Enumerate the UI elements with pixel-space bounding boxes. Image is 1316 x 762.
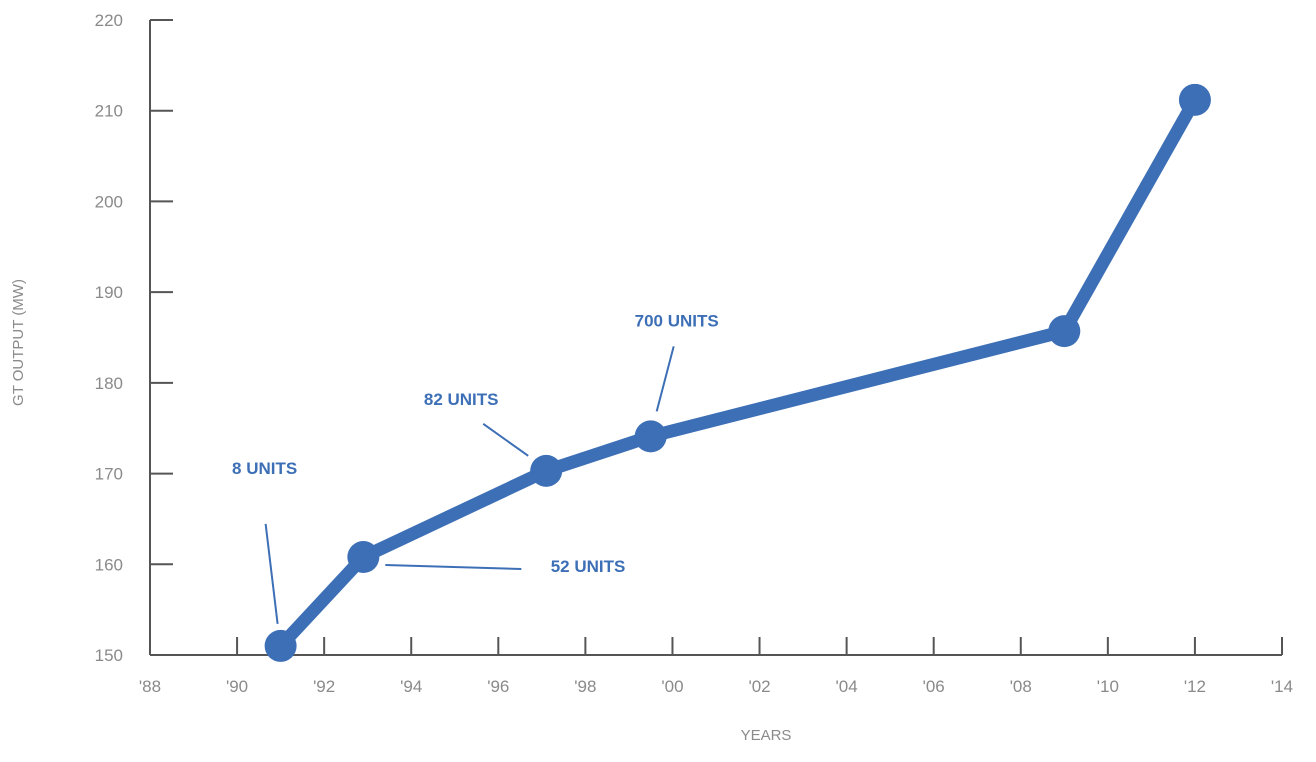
annotation-leader-line <box>482 423 529 457</box>
y-axis-title: GT OUTPUT (MW) <box>10 279 27 406</box>
x-tick-label: '14 <box>1271 677 1293 696</box>
annotation-label: 700 UNITS <box>635 311 719 330</box>
series-line <box>274 93 1202 653</box>
y-tick-label: 180 <box>95 374 123 393</box>
data-point <box>634 420 667 453</box>
y-tick-label: 220 <box>95 11 123 30</box>
x-tick-label: '96 <box>487 677 509 696</box>
x-tick-label: '04 <box>836 677 858 696</box>
data-point <box>264 629 297 662</box>
y-tick-label: 190 <box>95 283 123 302</box>
x-tick-label: '88 <box>139 677 161 696</box>
x-axis-title: YEARS <box>741 727 792 744</box>
x-tick-label: '08 <box>1010 677 1032 696</box>
annotation-leader-line <box>385 564 522 571</box>
y-tick-label: 170 <box>95 465 123 484</box>
x-tick-label: '02 <box>748 677 770 696</box>
y-axis-ticks: 150 160 170 180 190 200 210 220 <box>95 11 173 665</box>
data-point <box>530 454 563 487</box>
x-axis-ticks: '88 '90 '92 '94 '96 '98 '00 '02 '04 '06 '08 '10 '12 '… <box>139 637 1293 696</box>
y-tick-label: 200 <box>95 192 123 211</box>
x-tick-label: '98 <box>574 677 596 696</box>
x-tick-label: '92 <box>313 677 335 696</box>
data-point <box>347 541 380 574</box>
x-tick-label: '00 <box>661 677 683 696</box>
x-tick-label: '12 <box>1184 677 1206 696</box>
x-tick-label: '06 <box>923 677 945 696</box>
annotation-label: 82 UNITS <box>424 390 499 409</box>
x-tick-label: '90 <box>226 677 248 696</box>
annotation-label: 8 UNITS <box>232 459 297 478</box>
annotation-label: 52 UNITS <box>551 557 626 576</box>
x-tick-label: '94 <box>400 677 422 696</box>
x-tick-label: '10 <box>1097 677 1119 696</box>
annotations: 8 UNITS 52 UNITS 82 UNITS 700 UNITS <box>232 311 719 576</box>
annotation-leader-line <box>264 523 279 625</box>
axes <box>149 20 1282 656</box>
data-point <box>1048 315 1081 348</box>
series <box>264 83 1211 662</box>
y-tick-label: 150 <box>95 646 123 665</box>
annotation-leader-line <box>655 346 675 412</box>
y-tick-label: 160 <box>95 555 123 574</box>
y-tick-label: 210 <box>95 102 123 121</box>
annotation-leaders <box>264 346 675 625</box>
data-point <box>1178 83 1211 116</box>
